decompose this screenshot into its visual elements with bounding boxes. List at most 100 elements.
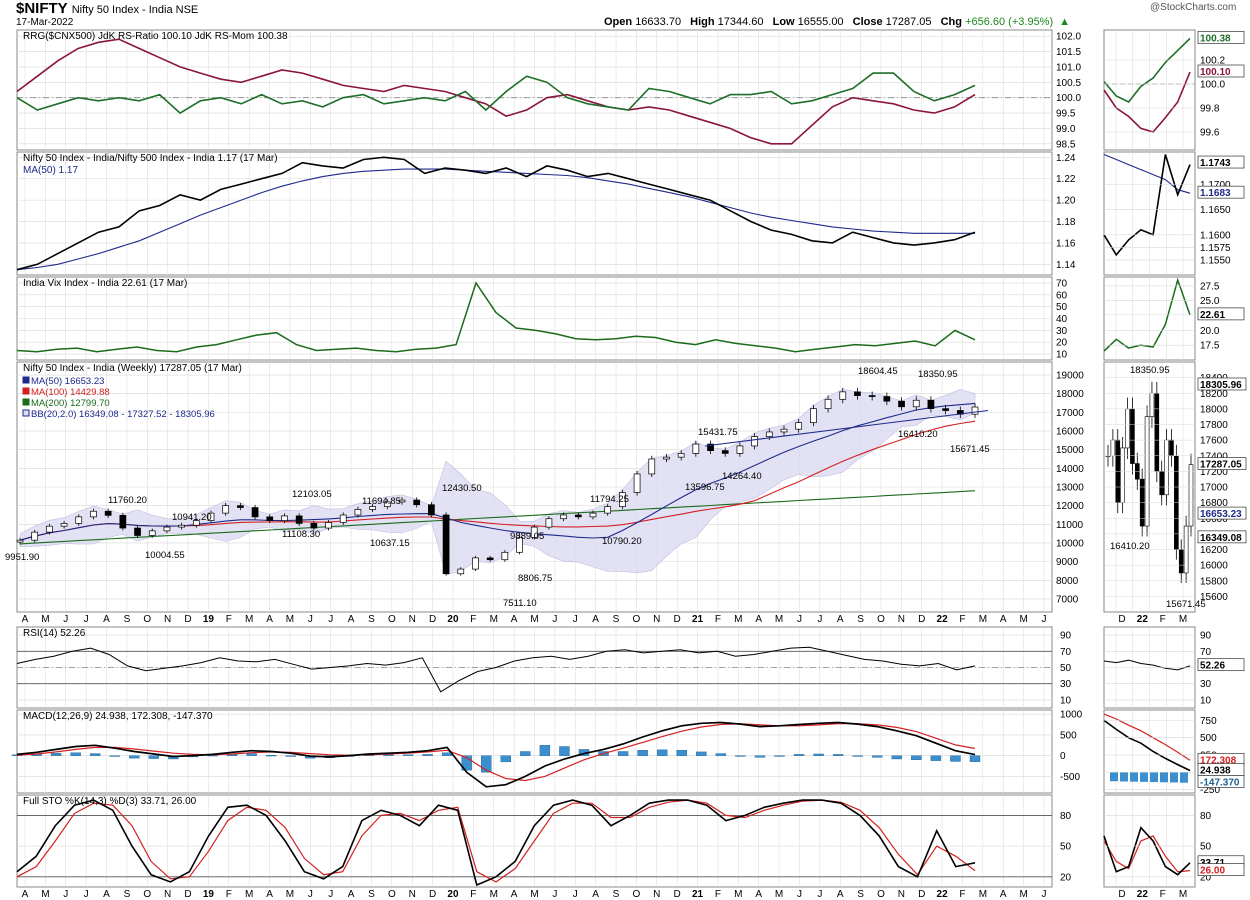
price-candle-body bbox=[751, 436, 758, 447]
vix-side-y-tick-label: 17.5 bbox=[1200, 341, 1220, 352]
ratio-y-tick-label: 1.20 bbox=[1056, 196, 1076, 207]
ratio-side-y-tick-label: 1.1550 bbox=[1200, 255, 1231, 266]
ohlc-readout: Open 16633.70 High 17344.60 Low 16555.00… bbox=[604, 16, 1070, 28]
macd-legend: MACD(12,26,9) 24.938, 172.308, -147.370 bbox=[23, 711, 213, 722]
rrg-y-tick-label: 100.5 bbox=[1056, 78, 1081, 89]
price-side-y-tick-label: 16000 bbox=[1200, 561, 1228, 572]
price-side-value-box bbox=[1197, 377, 1247, 391]
high-label: High bbox=[690, 16, 715, 28]
rrg-y-tick-label: 99.5 bbox=[1056, 109, 1076, 120]
rsi-side-value-label: 52.26 bbox=[1200, 661, 1225, 672]
price-annotation-label: 15671.45 bbox=[950, 444, 990, 455]
sto-time-label: D bbox=[429, 889, 436, 900]
price-time-label: O bbox=[877, 614, 885, 625]
sto-time-label: M bbox=[41, 889, 49, 900]
price-candle-body bbox=[619, 492, 626, 507]
open-label: Open bbox=[604, 16, 633, 28]
price-time-label: 22 bbox=[937, 614, 949, 625]
macd-histogram-bar bbox=[930, 755, 942, 761]
macd-histogram-bar bbox=[461, 755, 472, 771]
price-y-tick-label: 18000 bbox=[1056, 389, 1084, 400]
macd-side-y-tick-label: 750 bbox=[1200, 716, 1217, 727]
price-candle-body bbox=[560, 514, 567, 520]
sto-time-label: M bbox=[1019, 889, 1027, 900]
price-candle-body bbox=[648, 458, 656, 475]
vix-side-y-tick-label: 20.0 bbox=[1200, 326, 1220, 337]
price-y-tick-label: 12000 bbox=[1056, 501, 1084, 512]
price-time-label: M bbox=[245, 614, 253, 625]
price-candle-body bbox=[721, 450, 729, 454]
macd-histogram-bar bbox=[793, 754, 805, 756]
close-value: 17287.05 bbox=[885, 16, 932, 28]
rsi-y-tick-label: 30 bbox=[1060, 679, 1072, 690]
macd-histogram-bar bbox=[656, 749, 668, 756]
price-time-label: D bbox=[184, 614, 191, 625]
sto-time-label: F bbox=[226, 889, 232, 900]
macd-histogram-bar bbox=[969, 755, 981, 762]
price-side-value-label: 17287.05 bbox=[1200, 460, 1242, 471]
rrg-y-tick-label: 101.0 bbox=[1056, 62, 1081, 73]
price-candle-body bbox=[310, 523, 318, 529]
chart-instrument-name: Nifty 50 Index - India NSE bbox=[71, 4, 199, 16]
sto-time-label: D bbox=[918, 889, 925, 900]
rrg-side-value-box bbox=[1197, 31, 1245, 44]
ratio-side-y-tick-label: 1.1650 bbox=[1200, 205, 1231, 216]
price-time-label: J bbox=[552, 614, 557, 625]
sto-y-tick-label: 80 bbox=[1060, 811, 1072, 822]
price-time-label: S bbox=[124, 614, 131, 625]
price-y-tick-label: 8000 bbox=[1056, 576, 1079, 587]
price-time-label: N bbox=[409, 614, 416, 625]
rrg-side-y-tick-label: 99.6 bbox=[1200, 128, 1220, 139]
price-time-label: J bbox=[797, 614, 802, 625]
price-y-tick-label: 15000 bbox=[1056, 445, 1084, 456]
vix-side-value-label: 22.61 bbox=[1200, 310, 1225, 321]
sto-time-label: M bbox=[734, 889, 742, 900]
price-legend-item: BB(20,2.0) 16349.08 - 17327.52 - 18305.9… bbox=[31, 409, 215, 420]
price-side-candle-body bbox=[1188, 464, 1194, 527]
price-candle-body bbox=[119, 515, 127, 529]
price-y-tick-label: 16000 bbox=[1056, 427, 1084, 438]
price-annotation-label: 9951.90 bbox=[5, 552, 39, 563]
price-time-label: S bbox=[857, 614, 864, 625]
sto-time-label: M bbox=[245, 889, 253, 900]
rrg-side-series-line bbox=[1103, 37, 1191, 104]
ratio-ma-legend: MA(50) 1.17 bbox=[23, 165, 78, 176]
price-side-y-tick-label: 15800 bbox=[1200, 576, 1228, 587]
ratio-side-value-box bbox=[1197, 185, 1245, 199]
price-time-label: A bbox=[511, 614, 518, 625]
price-annotation-label: 11760.20 bbox=[108, 495, 147, 506]
macd-histogram-bar bbox=[637, 750, 648, 756]
sto-time-label: F bbox=[470, 889, 476, 900]
price-side-annotation-label: 16410.20 bbox=[1110, 541, 1150, 552]
price-candle-body bbox=[222, 505, 230, 514]
ratio-side-y-tick-label: 1.1575 bbox=[1200, 243, 1231, 254]
macd-side-y-tick-label: 500 bbox=[1200, 733, 1217, 744]
macd-histogram-bar bbox=[891, 755, 902, 760]
macd-side-histogram-bar bbox=[1120, 772, 1128, 782]
ratio-y-tick-label: 1.16 bbox=[1056, 238, 1076, 249]
vix-side-series-line bbox=[1103, 277, 1191, 352]
sto-time-label: M bbox=[979, 889, 987, 900]
price-candle-body bbox=[192, 520, 200, 526]
macd-y-tick-label: 0 bbox=[1060, 751, 1066, 762]
sto-time-label: O bbox=[877, 889, 885, 900]
rsi-side-y-tick-label: 90 bbox=[1200, 631, 1212, 642]
sto-time-label: S bbox=[368, 889, 375, 900]
price-time-label: J bbox=[84, 614, 89, 625]
price-y-tick-label: 13000 bbox=[1056, 483, 1084, 494]
sto-legend: Full STO %K(14,3) %D(3) 33.71, 26.00 bbox=[23, 796, 197, 807]
price-time-label: F bbox=[715, 614, 721, 625]
price-time-label: J bbox=[817, 614, 822, 625]
macd-histogram-bar bbox=[246, 753, 257, 756]
price-annotation-label: 10637.15 bbox=[370, 538, 410, 549]
ratio-ma-line bbox=[16, 168, 975, 271]
price-side-y-tick-label: 15600 bbox=[1200, 592, 1228, 603]
sto-time-label: 20 bbox=[447, 889, 459, 900]
price-time-label: A bbox=[837, 614, 844, 625]
price-time-label: J bbox=[308, 614, 313, 625]
price-side-candle-body bbox=[1130, 408, 1135, 464]
macd-histogram-bar bbox=[676, 750, 687, 756]
sto-side-y-tick-label: 20 bbox=[1200, 872, 1212, 883]
price-side-y-tick-label: 18200 bbox=[1200, 389, 1228, 400]
